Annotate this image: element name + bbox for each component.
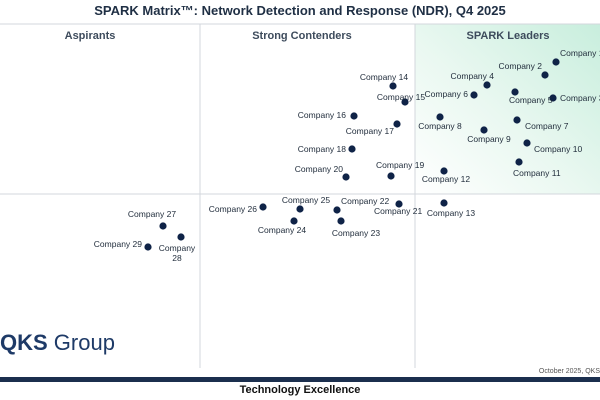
company-16-label: Company 16 [298,110,346,120]
company-18-point [348,145,356,153]
company-29-label: Company 29 [94,239,142,249]
company-13-point [440,199,448,207]
company-24-label: Company 24 [258,225,306,235]
company-15-label: Company 15 [377,92,425,102]
company-10-label: Company 10 [534,144,582,154]
date-footnote: October 2025, QKS [538,368,600,375]
x-axis-label: Technology Excellence [239,384,361,396]
company-26-point [259,203,267,211]
company-25-label: Company 25 [282,195,330,205]
company-7-point [513,116,521,124]
axis-rule [0,377,600,382]
company-22-point [333,206,341,214]
company-13-label: Company 13 [427,208,475,218]
company-4-label: Company 4 [451,71,495,81]
chart-title: SPARK Matrix™: Network Detection and Res… [94,3,506,18]
company-10-point [523,139,531,147]
company-28-point [177,233,185,241]
company-9-point [480,126,488,134]
company-3-point [549,94,557,102]
company-17-label: Company 17 [346,126,394,136]
company-20-point [342,173,350,181]
company-19-point [387,172,395,180]
quadrant-label-spark-leaders: SPARK Leaders [467,30,550,42]
company-11-point [515,158,523,166]
company-19-label: Company 19 [376,160,424,170]
company-15-point [401,98,409,106]
company-18-label: Company 18 [298,144,346,154]
company-16-point [350,112,358,120]
quadrant-label-aspirants: Aspirants [65,30,116,42]
company-12-point [440,167,448,175]
points-layer: Company 1 Company 2 Company 3 Company 4 Comp… [94,48,600,263]
company-28-label: Company 28 [159,243,196,263]
company-25-point [296,205,304,213]
logo-rest: Group [47,330,115,355]
company-4-point [483,81,491,89]
company-6-point [470,91,478,99]
company-14-point [389,82,397,90]
logo-bold: QKS [0,330,48,355]
company-20-label: Company 20 [295,164,343,174]
company-14-label: Company 14 [360,72,408,82]
company-9-label: Company 9 [467,134,511,144]
company-2-point [541,71,549,79]
company-27-label: Company 27 [128,209,176,219]
company-24-point [290,217,298,225]
company-8-point [436,113,444,121]
company-23-label: Company 23 [332,228,380,238]
quadrant-label-strong-contenders: Strong Contenders [252,30,352,42]
company-2-label: Company 2 [499,61,543,71]
company-3-label: Company 3 [560,93,600,103]
company-26-label: Company 26 [209,204,257,214]
leader-quadrant-bg [415,24,600,194]
company-29-point [144,243,152,251]
company-1-label: Company 1 [560,48,600,58]
company-5-point [511,88,519,96]
company-21-point [395,200,403,208]
company-6-label: Company 6 [425,89,469,99]
company-22-label: Company 22 [341,196,389,206]
company-7-label: Company 7 [525,121,569,131]
company-1-point [552,58,560,66]
company-21-label: Company 21 [374,206,422,216]
company-23-point [337,217,345,225]
company-12-label: Company 12 [422,174,470,184]
company-27-point [159,222,167,230]
company-11-label: Company 11 [513,168,561,178]
company-5-label: Company 5 [509,95,553,105]
company-17-point [393,120,401,128]
qks-group-logo: QKS Group [0,330,115,356]
company-8-label: Company 8 [418,121,462,131]
